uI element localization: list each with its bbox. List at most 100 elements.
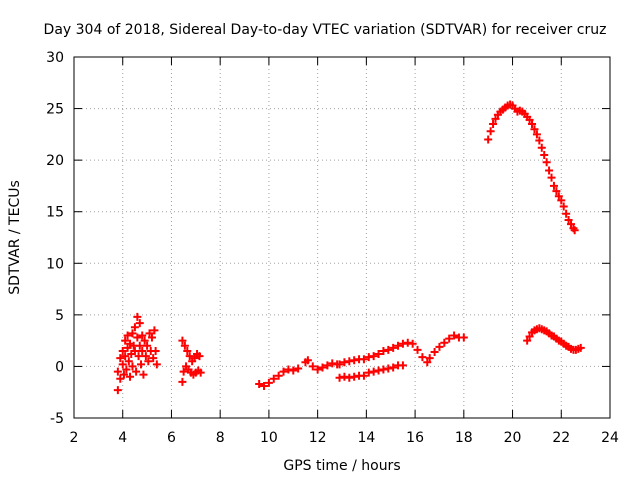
data-point — [459, 333, 468, 342]
data-point — [138, 331, 147, 340]
x-tick-label: 16 — [406, 430, 424, 446]
data-point — [379, 346, 388, 355]
data-point — [576, 343, 585, 352]
data-point — [323, 361, 332, 370]
y-tick-label: 10 — [46, 256, 64, 272]
data-point — [435, 342, 444, 351]
data-point — [313, 365, 322, 374]
data-point — [389, 343, 398, 352]
y-tick-label: 5 — [55, 308, 64, 324]
data-point — [384, 345, 393, 354]
y-tick-label: 30 — [46, 50, 64, 66]
x-tick-label: 24 — [601, 430, 619, 446]
data-point — [138, 346, 147, 355]
data-point — [119, 370, 128, 379]
data-point — [398, 361, 407, 370]
data-point — [359, 355, 368, 364]
data-point — [269, 374, 278, 383]
y-tick-label: 25 — [46, 102, 64, 118]
data-point — [554, 192, 563, 201]
plot-frame — [73, 56, 611, 419]
data-point — [389, 363, 398, 372]
data-point — [116, 374, 125, 383]
data-point — [126, 372, 135, 381]
data-point — [350, 372, 359, 381]
series-track-12.8-15.6h-low — [335, 361, 407, 382]
data-point — [557, 196, 566, 205]
data-point — [113, 386, 122, 395]
series-arc-6.5h — [178, 336, 205, 386]
x-tick-label: 4 — [118, 430, 127, 446]
data-point — [279, 367, 288, 376]
data-point — [180, 341, 189, 350]
data-point — [139, 370, 148, 379]
data-point — [179, 367, 188, 376]
data-point — [132, 367, 141, 376]
data-point — [195, 352, 204, 361]
y-tick-label: -5 — [50, 411, 64, 427]
data-point — [374, 366, 383, 375]
data-point — [152, 360, 161, 369]
data-point — [445, 334, 454, 343]
data-point — [530, 125, 539, 134]
data-point — [450, 331, 459, 340]
series-track-20.5-22.8h — [523, 324, 585, 354]
x-axis-label: GPS time / hours — [283, 458, 400, 474]
x-tick-label: 22 — [552, 430, 570, 446]
data-point — [359, 371, 368, 380]
data-point — [183, 346, 192, 355]
data-point — [335, 360, 344, 369]
data-point — [379, 365, 388, 374]
y-tick-label: 0 — [55, 359, 64, 375]
grid — [74, 57, 610, 418]
data-point — [190, 354, 199, 363]
data-point — [345, 357, 354, 366]
data-point — [567, 220, 576, 229]
data-point — [143, 341, 152, 350]
data-point — [133, 333, 142, 342]
data-point — [523, 336, 532, 345]
data-point — [491, 114, 500, 123]
data-point — [545, 166, 554, 175]
data-point — [260, 382, 269, 391]
data-point — [123, 343, 132, 352]
data-point — [178, 336, 187, 345]
data-point — [308, 362, 317, 371]
data-point — [121, 336, 130, 345]
data-point — [255, 379, 264, 388]
data-point — [294, 364, 303, 373]
x-tick-label: 20 — [504, 430, 522, 446]
y-tick-label: 15 — [46, 205, 64, 221]
data-point — [135, 341, 144, 350]
data-point — [144, 357, 153, 366]
data-point — [340, 358, 349, 367]
data-point — [423, 358, 432, 367]
x-tick-label: 14 — [357, 430, 375, 446]
data-point — [559, 202, 568, 211]
data-point — [318, 363, 327, 372]
x-tick-label: 8 — [216, 430, 225, 446]
data-point — [145, 329, 154, 338]
data-point — [532, 130, 541, 139]
data-point — [484, 135, 493, 144]
data-point — [130, 346, 139, 355]
x-tick-label: 10 — [260, 430, 278, 446]
data-point — [128, 329, 137, 338]
data-point — [384, 364, 393, 373]
data-point — [113, 367, 122, 376]
data-point — [430, 347, 439, 356]
data-point — [340, 372, 349, 381]
data-point — [128, 362, 137, 371]
data-point — [335, 373, 344, 382]
data-point — [562, 209, 571, 218]
data-point — [364, 353, 373, 362]
data-point — [289, 366, 298, 375]
data-point — [364, 368, 373, 377]
data-point — [440, 338, 449, 347]
data-point — [118, 360, 127, 369]
data-point — [116, 354, 125, 363]
data-point — [124, 357, 133, 366]
data-point — [140, 336, 149, 345]
y-axis: -5 0 5 10 15 20 25 30 — [46, 50, 610, 427]
